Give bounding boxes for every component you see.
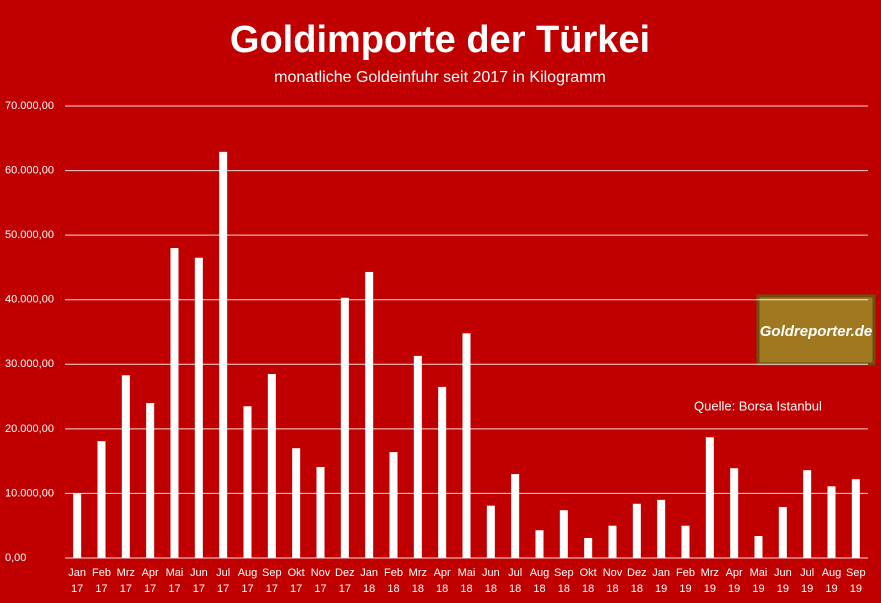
bar bbox=[803, 470, 812, 558]
y-tick-label: 30.000,00 bbox=[5, 358, 54, 370]
x-tick-label: Feb 18 bbox=[384, 567, 403, 595]
bar bbox=[632, 503, 641, 558]
x-tick-label: Jun 19 bbox=[774, 567, 792, 595]
x-tick-label: Aug 19 bbox=[822, 567, 842, 595]
y-tick-label: 10.000,00 bbox=[5, 487, 54, 499]
bar bbox=[462, 333, 471, 558]
x-tick-label: Sep 17 bbox=[262, 567, 282, 595]
bar bbox=[730, 468, 739, 558]
bar bbox=[219, 151, 228, 559]
bar bbox=[146, 403, 155, 558]
x-tick-label: Mai 19 bbox=[750, 567, 768, 595]
bar bbox=[559, 510, 568, 558]
bar bbox=[584, 537, 593, 558]
x-tick-label: Mrz 18 bbox=[409, 567, 427, 595]
bar bbox=[657, 499, 666, 558]
x-tick-label: Sep 18 bbox=[554, 567, 574, 595]
bar bbox=[851, 479, 860, 558]
bar bbox=[97, 441, 106, 558]
y-tick-label: 70.000,00 bbox=[5, 100, 54, 112]
logo-box bbox=[756, 294, 876, 366]
bar bbox=[170, 248, 179, 559]
bar bbox=[778, 506, 787, 558]
bar bbox=[316, 466, 325, 558]
x-tick-label: Apr 17 bbox=[142, 567, 159, 595]
x-tick-label: Okt 17 bbox=[288, 567, 305, 595]
x-tick-label: Dez 18 bbox=[627, 567, 647, 595]
bar bbox=[340, 297, 349, 558]
x-tick-label: Nov 17 bbox=[311, 567, 331, 595]
x-tick-label: Mai 17 bbox=[166, 567, 184, 595]
bar bbox=[511, 474, 520, 558]
x-tick-label: Sep 19 bbox=[846, 567, 866, 595]
x-tick-label: Feb 19 bbox=[676, 567, 695, 595]
x-tick-label: Jan 18 bbox=[360, 567, 378, 595]
x-tick-label: Jul 17 bbox=[216, 567, 230, 595]
bar bbox=[243, 406, 252, 558]
chart-title: Goldimporte der Türkei bbox=[230, 19, 650, 61]
x-tick-label: Jul 18 bbox=[508, 567, 522, 595]
x-tick-label: Feb 17 bbox=[92, 567, 111, 595]
x-tick-label: Aug 18 bbox=[530, 567, 550, 595]
bar bbox=[267, 373, 276, 558]
y-tick-label: 0,00 bbox=[5, 552, 26, 564]
bar bbox=[413, 355, 422, 558]
y-tick-label: 40.000,00 bbox=[5, 294, 54, 306]
bar bbox=[486, 505, 495, 558]
bar bbox=[754, 536, 763, 558]
logo: Goldreporter.de bbox=[756, 294, 876, 366]
x-tick-label: Dez 17 bbox=[335, 567, 355, 595]
bar bbox=[535, 530, 544, 558]
bar bbox=[194, 257, 203, 558]
bar bbox=[827, 486, 836, 558]
bar bbox=[389, 452, 398, 558]
y-tick-label: 20.000,00 bbox=[5, 423, 54, 435]
x-tick-label: Jan 19 bbox=[652, 567, 670, 595]
bar bbox=[705, 437, 714, 558]
y-tick-label: 50.000,00 bbox=[5, 229, 54, 241]
x-tick-label: Mai 18 bbox=[458, 567, 476, 595]
x-tick-label: Jul 19 bbox=[800, 567, 814, 595]
source-note: Quelle: Borsa Istanbul bbox=[694, 398, 822, 413]
x-tick-label: Apr 18 bbox=[434, 567, 451, 595]
x-tick-label: Mrz 17 bbox=[117, 567, 135, 595]
logo-text: Goldreporter.de bbox=[760, 323, 873, 340]
bar bbox=[121, 375, 130, 558]
bar bbox=[681, 525, 690, 558]
x-tick-label: Jun 17 bbox=[190, 567, 208, 595]
y-tick-label: 60.000,00 bbox=[5, 164, 54, 176]
x-tick-label: Jan 17 bbox=[68, 567, 86, 595]
x-tick-label: Mrz 19 bbox=[701, 567, 719, 595]
bar bbox=[438, 386, 447, 558]
bar bbox=[365, 271, 374, 558]
x-tick-label: Okt 18 bbox=[580, 567, 597, 595]
bar bbox=[608, 525, 617, 558]
x-tick-label: Aug 17 bbox=[238, 567, 258, 595]
x-tick-label: Nov 18 bbox=[603, 567, 623, 595]
chart-subtitle: monatliche Goldeinfuhr seit 2017 in Kilo… bbox=[274, 69, 606, 86]
bar bbox=[73, 493, 82, 558]
bar bbox=[292, 448, 301, 558]
x-tick-label: Apr 19 bbox=[726, 567, 743, 595]
x-tick-label: Jun 18 bbox=[482, 567, 500, 595]
